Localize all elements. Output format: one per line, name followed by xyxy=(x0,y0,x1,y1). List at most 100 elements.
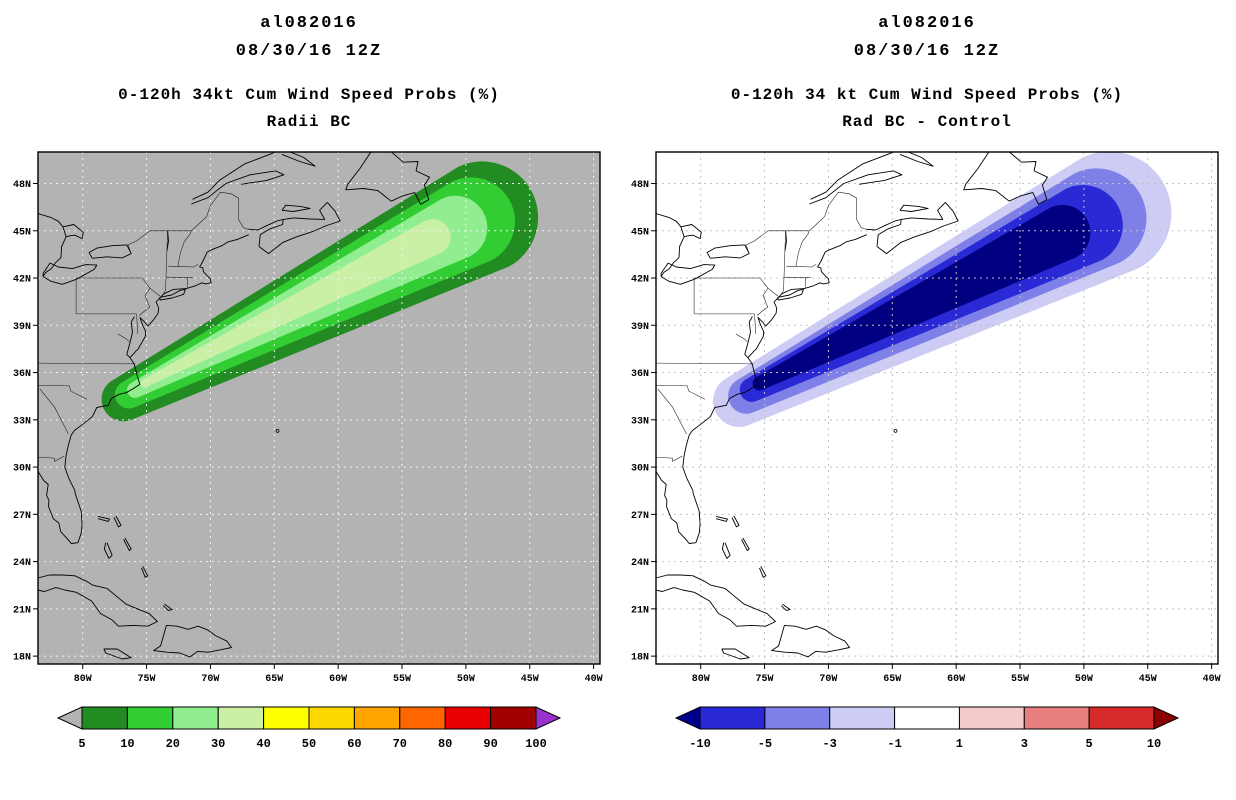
product-title: 0-120h 34kt Cum Wind Speed Probs (%) xyxy=(118,86,500,104)
lon-tick-label: 50W xyxy=(457,674,475,685)
colorbar-tick-label: 10 xyxy=(1147,737,1161,751)
lat-tick-label: 21N xyxy=(13,605,31,616)
coastline xyxy=(715,515,728,522)
lat-tick-label: 24N xyxy=(631,558,649,569)
coastline xyxy=(42,236,67,277)
lon-tick-label: 65W xyxy=(883,674,901,685)
state-border xyxy=(127,230,151,254)
colorbar-tick-label: 30 xyxy=(211,737,225,751)
colorbar-tick-label: 5 xyxy=(1085,737,1092,751)
colorbar-cell-2 xyxy=(172,706,219,730)
lat-tick-label: 27N xyxy=(631,511,649,522)
coastline xyxy=(759,566,767,578)
state-border xyxy=(165,276,193,278)
lat-tick-label: 30N xyxy=(631,464,649,475)
coastline xyxy=(780,603,791,611)
coastline xyxy=(777,288,804,301)
coastline xyxy=(166,230,169,251)
colorbar-cell-0 xyxy=(81,706,128,730)
state-border xyxy=(162,277,167,295)
colorbar-right-cap xyxy=(535,706,562,730)
lat-tick-label: 39N xyxy=(631,322,649,333)
lon-tick-label: 70W xyxy=(819,674,837,685)
coastline xyxy=(159,288,186,301)
colorbar-cell-3 xyxy=(894,706,961,730)
coastline xyxy=(38,234,249,544)
colorbar-cell-4 xyxy=(263,706,310,730)
colorbar-tick-label: 1 xyxy=(956,737,963,751)
bermuda-island xyxy=(893,428,898,433)
lat-tick-label: 45N xyxy=(631,227,649,238)
bermuda-island xyxy=(275,428,280,433)
coastline xyxy=(744,316,753,358)
coastline xyxy=(162,603,173,611)
lon-tick-label: 80W xyxy=(692,674,710,685)
colorbar-left-cap xyxy=(674,706,701,730)
coastline xyxy=(103,648,132,660)
colorbar-tick-label: 3 xyxy=(1021,737,1028,751)
storm-id: al082016 xyxy=(260,14,358,33)
coastline xyxy=(38,213,84,240)
lon-tick-label: 70W xyxy=(201,674,219,685)
lat-tick-label: 33N xyxy=(13,416,31,427)
coastline xyxy=(141,566,149,578)
coastline xyxy=(963,152,1048,205)
state-border xyxy=(780,277,785,295)
coastline xyxy=(113,515,122,528)
lon-tick-label: 55W xyxy=(393,674,411,685)
coastline xyxy=(97,515,110,522)
lat-tick-label: 39N xyxy=(13,322,31,333)
colorbar-tick-label: 100 xyxy=(525,737,547,751)
colorbar-cell-9 xyxy=(490,706,537,730)
colorbar-tick-label: 40 xyxy=(256,737,270,751)
colorbar-tick-label: 60 xyxy=(347,737,361,751)
colorbar-cell-5 xyxy=(308,706,355,730)
coastline xyxy=(281,204,311,212)
coastline xyxy=(876,201,959,255)
lon-tick-label: 60W xyxy=(329,674,347,685)
state-border xyxy=(767,288,779,297)
colorbar-cell-6 xyxy=(353,706,401,730)
state-border xyxy=(657,388,687,435)
coastline xyxy=(721,648,750,660)
state-border xyxy=(39,388,69,435)
colorbar-left-cap xyxy=(56,706,83,730)
prob-contour-level-3 xyxy=(752,204,1091,391)
coastline xyxy=(809,170,903,205)
state-border xyxy=(656,384,706,400)
state-border xyxy=(38,384,88,400)
state-border xyxy=(656,362,754,365)
state-border xyxy=(735,333,748,342)
colorbar-cell-6 xyxy=(1088,706,1155,730)
panel-rad-bc-minus-control: al082016 08/30/16 12Z 0-120h 34 kt Cum W… xyxy=(618,0,1236,800)
coastline xyxy=(126,316,135,358)
variant-title: Radii BC xyxy=(266,113,352,131)
coastline xyxy=(38,574,158,627)
lat-tick-label: 30N xyxy=(13,464,31,475)
state-border xyxy=(38,362,136,365)
state-border xyxy=(783,230,786,278)
coastline xyxy=(103,542,113,559)
state-border xyxy=(168,264,199,268)
coastline xyxy=(248,218,284,231)
map-frame xyxy=(37,151,601,665)
state-border xyxy=(656,455,683,462)
state-border xyxy=(757,277,769,316)
colorbar-tick-label: -3 xyxy=(822,737,836,751)
lat-tick-label: 27N xyxy=(13,511,31,522)
coastline xyxy=(42,262,98,285)
state-border xyxy=(809,191,867,232)
lon-tick-label: 50W xyxy=(1075,674,1093,685)
coastline xyxy=(731,515,740,528)
lat-tick-label: 42N xyxy=(13,275,31,286)
state-border xyxy=(177,230,192,267)
coastline xyxy=(866,218,902,231)
variant-title: Rad BC - Control xyxy=(842,113,1012,131)
colorbar-cell-7 xyxy=(399,706,446,730)
coastline xyxy=(345,152,430,205)
coastline xyxy=(88,244,132,259)
lat-tick-label: 36N xyxy=(13,369,31,380)
colorbar-tick-label: 10 xyxy=(120,737,134,751)
colorbar-cell-1 xyxy=(764,706,831,730)
